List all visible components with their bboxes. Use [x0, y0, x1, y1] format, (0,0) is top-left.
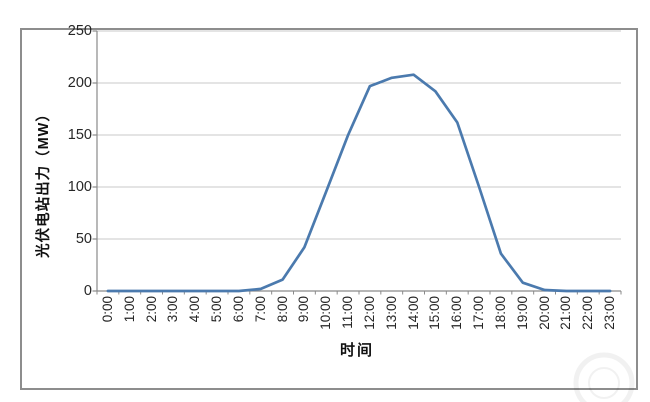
y-tick-label: 200 — [67, 75, 92, 91]
x-tick-label: 11:00 — [340, 296, 356, 329]
x-tick-label: 17:00 — [471, 296, 487, 330]
x-tick-label: 8:00 — [274, 296, 290, 323]
x-tick-label: 21:00 — [558, 296, 574, 330]
y-axis-title: 光伏电站出力（MW） — [36, 106, 52, 258]
chart-frame — [20, 28, 638, 390]
y-tick-label: 150 — [67, 127, 92, 143]
x-tick-label: 20:00 — [536, 296, 552, 330]
x-tick-label: 16:00 — [449, 296, 465, 330]
x-tick-label: 13:00 — [383, 296, 399, 330]
x-tick-label: 1:00 — [121, 296, 137, 323]
x-tick-label: 12:00 — [361, 296, 377, 330]
y-tick-label: 0 — [83, 283, 92, 299]
x-axis-title: 时间 — [339, 342, 374, 359]
x-tick-label: 5:00 — [209, 296, 225, 323]
x-tick-label: 0:00 — [99, 296, 115, 323]
y-tick-label: 100 — [67, 179, 92, 195]
x-tick-label: 2:00 — [143, 296, 159, 323]
x-tick-label: 14:00 — [405, 296, 421, 330]
x-tick-label: 22:00 — [580, 296, 596, 330]
x-tick-label: 10:00 — [318, 296, 334, 330]
x-tick-label: 9:00 — [296, 296, 312, 323]
x-tick-label: 4:00 — [187, 296, 203, 323]
x-tick-label: 23:00 — [602, 296, 618, 330]
watermark-icon — [588, 367, 620, 399]
data-line — [106, 73, 612, 293]
y-tick-label: 250 — [67, 23, 92, 39]
x-tick-label: 18:00 — [492, 296, 508, 330]
watermark-icon — [573, 352, 635, 402]
x-tick-label: 7:00 — [252, 296, 268, 323]
x-tick-label: 19:00 — [514, 296, 530, 330]
y-tick-label: 50 — [75, 231, 92, 247]
x-tick-label: 6:00 — [230, 296, 246, 323]
x-tick-label: 3:00 — [165, 296, 181, 323]
x-tick-label: 15:00 — [427, 296, 443, 330]
